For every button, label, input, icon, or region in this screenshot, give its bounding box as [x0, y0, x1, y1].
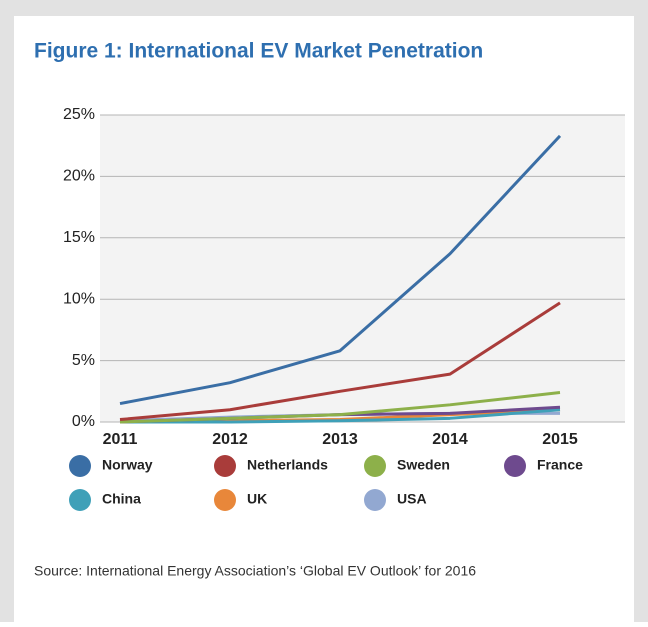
x-tick-label: 2014 — [432, 431, 468, 448]
legend-swatch — [214, 455, 236, 477]
x-tick-label: 2013 — [322, 431, 358, 448]
x-tick-label: 2012 — [212, 431, 248, 448]
legend-swatch — [504, 455, 526, 477]
legend-label: Netherlands — [247, 457, 328, 473]
legend-label: China — [102, 491, 141, 507]
x-tick-label: 2015 — [542, 431, 578, 448]
y-tick-label: 20% — [63, 168, 95, 185]
legend-label: Norway — [102, 457, 153, 473]
y-tick-label: 25% — [63, 106, 95, 123]
y-tick-label: 10% — [63, 290, 95, 307]
y-tick-label: 15% — [63, 229, 95, 246]
legend-swatch — [364, 489, 386, 511]
plot-area — [100, 115, 625, 422]
series-line — [120, 408, 561, 424]
legend-swatch — [364, 455, 386, 477]
y-tick-label: 5% — [72, 352, 95, 369]
y-tick-label: 0% — [72, 413, 95, 430]
legend-label: UK — [247, 491, 267, 507]
legend-swatch — [69, 489, 91, 511]
source: Source: International Energy Association… — [34, 563, 476, 579]
legend-swatch — [214, 489, 236, 511]
series-line — [119, 134, 562, 406]
x-tick-label: 2011 — [103, 431, 138, 448]
series-line — [119, 391, 561, 424]
legend-label: USA — [397, 491, 427, 507]
legend-label: France — [537, 457, 583, 473]
legend-label: Sweden — [397, 457, 450, 473]
series-line — [119, 301, 561, 422]
legend-swatch — [69, 455, 91, 477]
chart-title: Figure 1: International EV Market Penetr… — [34, 40, 483, 63]
